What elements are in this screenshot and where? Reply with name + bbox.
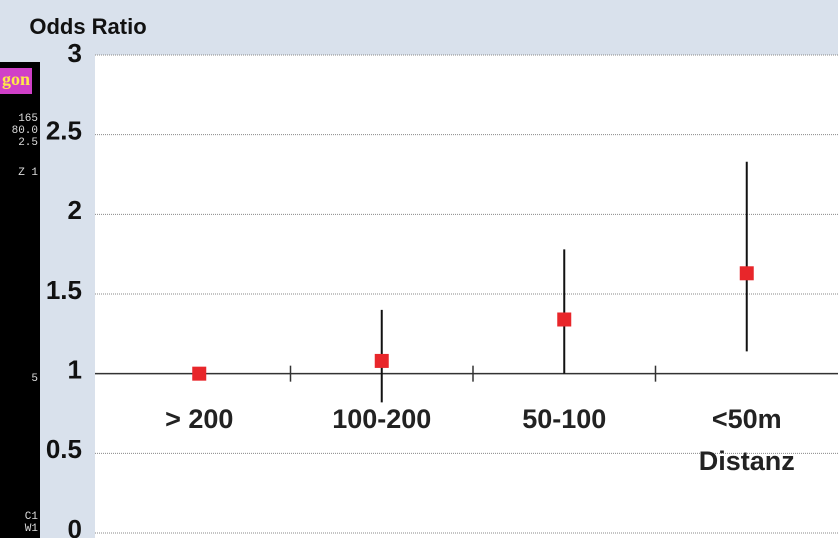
point	[739, 266, 754, 281]
y-tick-label: 1.5	[46, 275, 82, 305]
plot-area	[95, 55, 838, 538]
x-tick-label: 50-100	[522, 404, 606, 434]
point	[192, 366, 207, 381]
sidebar-text: Z 1	[18, 167, 38, 179]
x-tick-label: 100-200	[332, 404, 431, 434]
y-tick-label: 2	[68, 195, 82, 225]
sidebar-text: 5	[31, 373, 38, 385]
y-tick-label: 3	[68, 38, 82, 68]
point	[374, 353, 389, 368]
point	[557, 312, 572, 327]
x-tick-label: <50m	[712, 404, 782, 434]
sidebar-text: W1	[25, 523, 39, 535]
sidebar-text: C1	[25, 511, 39, 523]
y-tick-label: 0	[68, 514, 82, 538]
sidebar-text: 2.5	[18, 137, 38, 149]
y-tick-label: 1	[68, 355, 82, 385]
sidebar-label: gon	[2, 69, 30, 89]
sidebar-text: 165	[18, 113, 38, 125]
sidebar	[0, 62, 40, 538]
sidebar-badge	[0, 68, 32, 94]
y-tick-label: 0.5	[46, 434, 82, 464]
x-axis-label: Distanz	[699, 446, 795, 476]
x-tick-label: > 200	[165, 404, 233, 434]
y-axis-label: Odds Ratio	[29, 14, 146, 39]
y-tick-label: 2.5	[46, 116, 82, 146]
sidebar-text: 80.0	[12, 125, 38, 137]
